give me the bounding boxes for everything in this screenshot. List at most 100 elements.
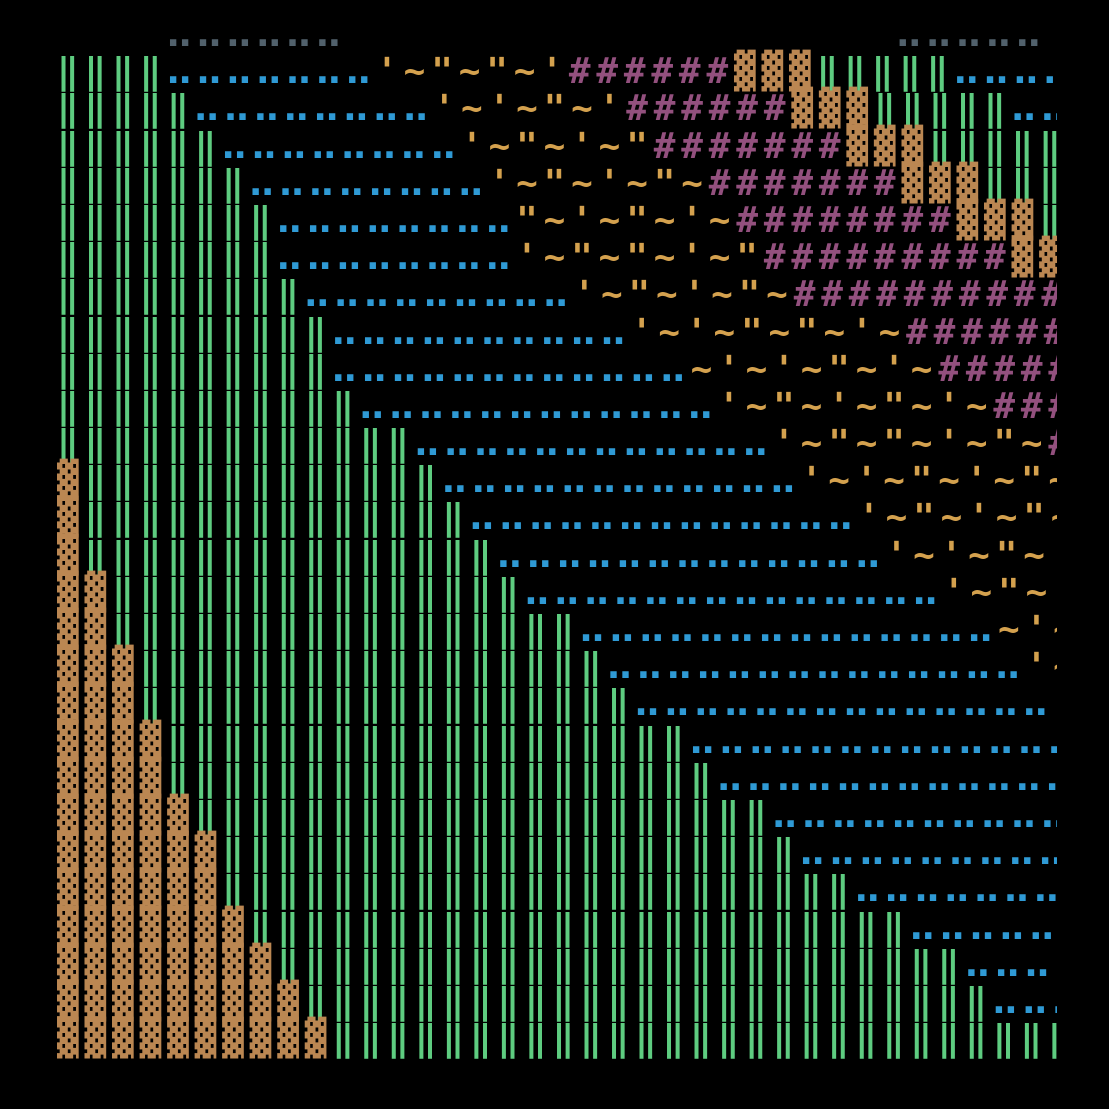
texture-run-p: ####### bbox=[708, 162, 902, 204]
texture-run-g: ‖‖‖‖‖‖‖‖‖‖‖‖‖‖‖‖‖ bbox=[139, 646, 608, 688]
texture-run-b: ‥‥‥‥‥‥‥‥ bbox=[222, 125, 462, 167]
texture-run-b: ‥‥‥‥‥‥‥‥‥‥‥‥ bbox=[359, 385, 719, 427]
texture-run-p: ###### bbox=[568, 51, 734, 93]
texture-run-b: ‥‥‥‥‥‥‥‥‥‥‥‥‥ bbox=[469, 497, 859, 539]
texture-run-w: ▓▓▓▓▓▓ bbox=[57, 869, 223, 911]
ascii-row: ‖‖‖‖‖‖‖‖‖‖‖‖‖‥‥‥‥‥‥‥‥‥‥‥‥'~"~"~'~"~## bbox=[57, 425, 1108, 462]
texture-run-b: ‥‥‥‥‥‥ bbox=[910, 906, 1090, 948]
texture-run-g: ‖‖‖‖‖‖‖‖‖‖‖‖‖‖‖ bbox=[112, 571, 525, 613]
texture-run-g: ‖‖‖‖‖‖‖‖‖‖‖‖‖‖‖‖‖‖‖‖‖‖‖‖‖‖‖ bbox=[332, 1018, 1076, 1060]
texture-run-g: ‖‖‖‖‖‖‖‖‖‖‖‖‖‖‖‖‖‖‖‖‖‖‖‖‖ bbox=[304, 980, 993, 1022]
texture-run-s bbox=[57, 14, 167, 55]
texture-run-o: ~'~'~"~'~ bbox=[690, 348, 939, 390]
texture-run-w: ▓▓▓▓▓ bbox=[57, 794, 195, 836]
texture-run-g: ‖‖‖‖‖‖‖‖‖‖‖‖‖‖‖‖‖‖‖‖‖ bbox=[194, 794, 773, 836]
texture-run-b: ‥‥‥‥‥‥‥‥‥‥‥‥‥‥ bbox=[635, 683, 1054, 725]
texture-run-g: ‖‖‖‖‖‖‖‖‖‖‖‖‖‖‖‖‖‖‖‖‖‖‖ bbox=[222, 869, 856, 911]
texture-run-g: ‖‖‖‖‖ bbox=[816, 51, 955, 93]
ascii-row: ‖‖‖‖‖‖‖‖‖‥‥‥‥‥‥‥‥‥'~"~'~"~##########▓ bbox=[57, 276, 1108, 313]
texture-run-g: ‖‖‖‖‖‖‖‖‖‖‖‖‖‖‖‖‖‖‖‖ bbox=[167, 757, 718, 799]
texture-run-w: ▓▓▓ bbox=[956, 199, 1040, 241]
ascii-row: ▓▓▓▓‖‖‖‖‖‖‖‖‖‖‖‖‖‖‖‖‖‖‖‖‥‥‥‥‥‥‥‥‥‥‥‥‥ bbox=[57, 760, 1108, 797]
texture-run-b: ‥‥‥‥‥‥‥‥ bbox=[194, 88, 434, 130]
texture-run-g: ‖‖‖‖‖ bbox=[873, 88, 1012, 130]
right-clip-margin bbox=[1057, 0, 1109, 1109]
texture-run-g: ‖‖‖‖‖‖‖‖‖‖‖ bbox=[57, 385, 360, 427]
texture-run-w: ▓ bbox=[57, 497, 85, 539]
texture-run-b: ‥‥‥‥‥‥‥‥ bbox=[277, 199, 517, 241]
texture-run-w: ▓▓▓ bbox=[791, 88, 874, 130]
texture-run-g: ‖‖‖‖‖‖‖‖‖‖‖‖‖‖‖‖‖‖‖‖‖‖‖‖‖ bbox=[277, 943, 966, 985]
texture-run-g: ‖‖‖‖‖‖‖‖‖‖‖‖‖‖‖‖‖‖‖ bbox=[167, 720, 691, 762]
texture-run-o: "~'~"~'~ bbox=[516, 199, 737, 241]
texture-run-w: ▓ bbox=[57, 534, 85, 576]
ascii-row: ‖‖‖‖‖‖‖‖‖‖‥‥‥‥‥‥‥‥‥‥‥‥~'~'~"~'~###### bbox=[57, 351, 1108, 388]
texture-run-g: ‖‖‖‖‖‖‖‖‖‖‖‖‖‖‖‖‖ bbox=[112, 609, 580, 650]
texture-run-s bbox=[346, 14, 896, 55]
texture-run-b: ‥‥‥‥‥‥‥‥‥‥‥‥ bbox=[442, 460, 801, 502]
texture-run-g: ‖‖‖‖‖‖‖‖‖‖‖‖‖‖ bbox=[84, 497, 470, 539]
ascii-row: ▓‖‖‖‖‖‖‖‖‖‖‖‖‖‖‥‥‥‥‥‥‥‥‥‥‥‥‥'~"~'~"~' bbox=[57, 499, 1108, 536]
texture-run-o: '~"~"~' bbox=[376, 51, 569, 93]
texture-run-w: ▓▓▓▓▓▓▓▓▓ bbox=[57, 980, 305, 1022]
texture-run-g: ‖‖‖‖‖‖‖‖‖ bbox=[57, 274, 305, 316]
ascii-row: ▓▓▓‖‖‖‖‖‖‖‖‖‖‖‖‖‖‖‖‖‥‥‥‥‥‥‥‥‥‥‥‥‥‥'~' bbox=[57, 648, 1108, 685]
texture-run-b: ‥‥‥‥‥‥‥‥‥‥‥‥ bbox=[332, 348, 691, 390]
texture-run-g: ‖‖‖‖‖‖‖‖‖‖‖‖‖‖‖‖‖‖‖‖‖‖‖‖ bbox=[249, 906, 911, 948]
ascii-row: ▓▓‖‖‖‖‖‖‖‖‖‖‖‖‖‖‖‥‥‥‥‥‥‥‥‥‥‥‥‥‥'~"~'~ bbox=[57, 574, 1108, 611]
texture-run-w: ▓ bbox=[57, 460, 85, 502]
texture-run-g: ‖‖‖‖‖‖‖‖‖‖‖‖‖‖‖ bbox=[84, 534, 498, 576]
ascii-row: ▓▓▓‖‖‖‖‖‖‖‖‖‖‖‖‖‖‖‖‖‖‥‥‥‥‥‥‥‥‥‥‥‥‥‥'~ bbox=[57, 685, 1108, 722]
ascii-row: ▓▓▓▓▓▓‖‖‖‖‖‖‖‖‖‖‖‖‖‖‖‖‖‖‖‖‖‖‖‥‥‥‥‥‥‥‥ bbox=[57, 871, 1108, 908]
texture-run-o: '~"~"~'~" bbox=[516, 237, 764, 279]
texture-run-g: ‖‖‖‖ bbox=[57, 51, 168, 93]
texture-run-g: ‖‖‖‖‖‖‖‖‖‖‖‖‖‖‖‖‖‖‖‖‖ bbox=[222, 832, 801, 874]
ascii-row: ▓▓▓▓▓‖‖‖‖‖‖‖‖‖‖‖‖‖‖‖‖‖‖‖‖‖‥‥‥‥‥‥‥‥‥‥‥ bbox=[57, 797, 1108, 834]
texture-run-w: ▓▓ bbox=[57, 571, 113, 613]
texture-run-o: '~"~'~"~ bbox=[573, 274, 794, 316]
texture-run-b: ‥‥‥‥‥‥‥‥‥‥‥‥‥ bbox=[717, 757, 1106, 799]
texture-run-p: ####### bbox=[653, 125, 847, 167]
texture-run-g: ‖‖‖‖‖‖‖‖ bbox=[57, 237, 278, 279]
texture-run-g: ‖‖‖‖‖‖‖‖ bbox=[57, 199, 278, 241]
texture-run-b: ‥‥‥‥‥‥‥‥‥‥‥ bbox=[772, 794, 1102, 836]
ascii-row: ‖‖‖‖‥‥‥‥‥‥‥'~"~"~'######▓▓▓‖‖‖‖‖‥‥‥‥‥ bbox=[57, 53, 1108, 90]
texture-run-w: ▓▓▓ bbox=[846, 125, 929, 167]
texture-run-w: ▓▓▓▓▓▓▓▓ bbox=[57, 943, 278, 985]
texture-run-g: ‖ bbox=[1039, 199, 1067, 241]
texture-run-w: ▓▓▓▓▓▓ bbox=[57, 832, 223, 874]
texture-run-g: ‖‖‖‖‖‖‖‖‖‖‖‖‖ bbox=[57, 423, 415, 465]
texture-run-w: ▓▓▓ bbox=[57, 646, 140, 688]
texture-run-o: '~'~"~' bbox=[433, 88, 627, 130]
texture-run-g: ‖‖‖‖‖‖‖ bbox=[57, 162, 250, 204]
texture-run-g: ‖‖‖‖‖ bbox=[57, 88, 195, 130]
ascii-row: ‖‖‖‖‖‖‖‥‥‥‥‥‥‥‥'~"~'~"~#######▓▓▓‖‖‖ bbox=[57, 165, 1108, 202]
texture-run-g: ‖‖‖‖‖‖‖‖‖‖ bbox=[57, 311, 333, 353]
ascii-row: ‖‖‖‖‖‖‖‖‖‖‥‥‥‥‥‥‥‥‥‥'~'~"~"~'~####### bbox=[57, 311, 1108, 353]
ascii-row: ‥‥‥‥‥‥ ‥‥‥‥‥ bbox=[57, 16, 1108, 53]
texture-run-b: ‥‥‥‥‥‥‥‥‥‥ bbox=[800, 832, 1099, 874]
texture-run-o: '~'~"~'~"~ bbox=[800, 460, 1076, 502]
texture-run-p: ######## bbox=[736, 199, 957, 241]
ascii-row: ▓▓‖‖‖‖‖‖‖‖‖‖‖‖‖‖‖‖‖‥‥‥‥‥‥‥‥‥‥‥‥‥‥~'~' bbox=[57, 611, 1108, 648]
texture-run-o: '~"~'~"~'~ bbox=[718, 385, 994, 427]
texture-run-g: ‖‖‖‖‖‖ bbox=[57, 125, 223, 167]
texture-run-b: ‥‥‥‥‥‥‥‥‥‥‥‥‥‥ bbox=[690, 720, 1109, 762]
ascii-row: ▓▓▓▓▓▓▓▓▓▓‖‖‖‖‖‖‖‖‖‖‖‖‖‖‖‖‖‖‖‖‖‖‖‖‖‖‖ bbox=[57, 1020, 1108, 1057]
bottom-clip-margin bbox=[0, 1061, 1109, 1109]
ascii-row: ▓▓▓▓▓▓▓▓▓‖‖‖‖‖‖‖‖‖‖‖‖‖‖‖‖‖‖‖‖‖‖‖‖‖‥‥‥ bbox=[57, 983, 1108, 1020]
ascii-row: ▓▓▓▓▓▓▓▓‖‖‖‖‖‖‖‖‖‖‖‖‖‖‖‖‖‖‖‖‖‖‖‖‖‥‥‥‥ bbox=[57, 946, 1108, 983]
texture-run-p: ###### bbox=[626, 88, 792, 130]
ascii-row: ‖‖‖‖‖‥‥‥‥‥‥‥‥'~'~"~'######▓▓▓‖‖‖‖‖‥‥‥ bbox=[57, 90, 1108, 127]
texture-run-g: ‖‖‖‖‖‖‖‖‖‖ bbox=[57, 348, 333, 390]
ascii-art-grid: ‥‥‥‥‥‥ ‥‥‥‥‥ ‖‖‖‖‥‥‥‥‥‥‥'~"~"~'######▓▓▓… bbox=[57, 16, 1108, 1057]
texture-run-b: ‥‥‥‥‥‥‥‥‥‥ bbox=[332, 311, 631, 353]
texture-run-p: ########## bbox=[793, 274, 1069, 316]
texture-run-g: ‖‖‖‖‖‖‖‖‖‖‖‖‖ bbox=[84, 460, 443, 502]
ascii-row: ▓‖‖‖‖‖‖‖‖‖‖‖‖‖‖‖‥‥‥‥‥‥‥‥‥‥‥‥‥'~'~"~'~ bbox=[57, 537, 1108, 574]
texture-run-b: ‥‥‥‥‥‥‥‥‥‥‥‥‥ bbox=[497, 534, 886, 576]
texture-run-g: ‖‖‖‖‖‖‖‖‖‖‖‖‖‖‖‖‖‖ bbox=[139, 683, 636, 725]
texture-run-o: '~'~"~"~'~ bbox=[630, 311, 907, 353]
ascii-row: ▓▓▓▓▓▓‖‖‖‖‖‖‖‖‖‖‖‖‖‖‖‖‖‖‖‖‖‥‥‥‥‥‥‥‥‥‥ bbox=[57, 834, 1108, 871]
